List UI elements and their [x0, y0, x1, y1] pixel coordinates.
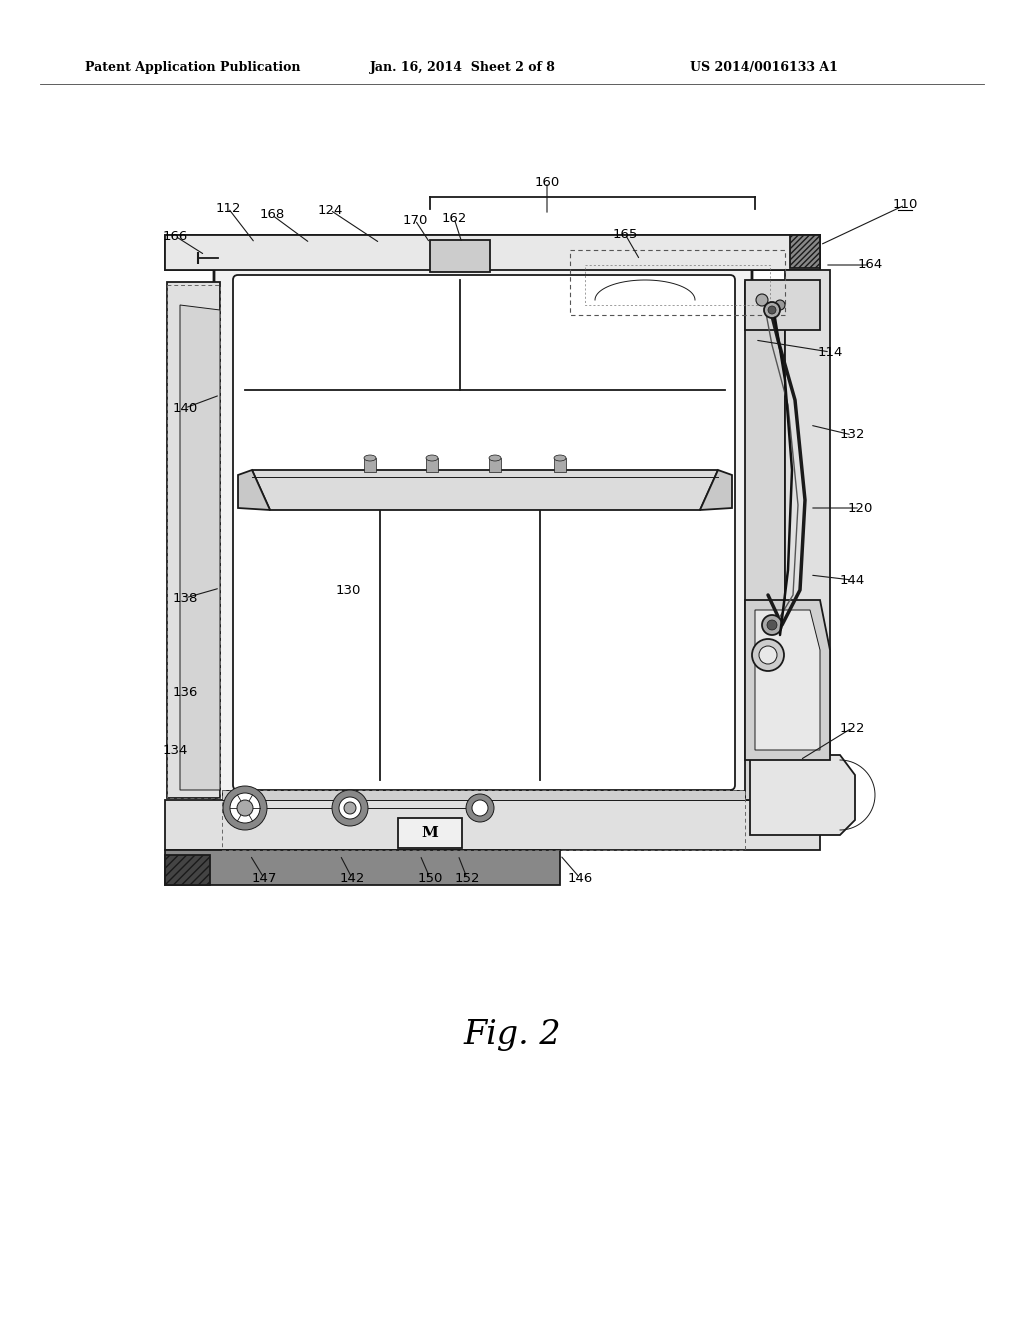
Text: Fig. 2: Fig. 2 [463, 1019, 561, 1051]
Text: 147: 147 [251, 871, 276, 884]
Ellipse shape [554, 455, 566, 461]
Polygon shape [165, 850, 560, 884]
Text: 170: 170 [402, 214, 428, 227]
Text: Patent Application Publication: Patent Application Publication [85, 62, 300, 74]
Circle shape [332, 789, 368, 826]
Polygon shape [750, 755, 855, 836]
Polygon shape [426, 458, 438, 473]
Circle shape [759, 645, 777, 664]
Circle shape [764, 302, 780, 318]
Text: 150: 150 [418, 871, 442, 884]
Text: Jan. 16, 2014  Sheet 2 of 8: Jan. 16, 2014 Sheet 2 of 8 [370, 62, 556, 74]
Polygon shape [745, 601, 830, 760]
Polygon shape [180, 305, 220, 789]
Circle shape [344, 803, 356, 814]
Polygon shape [785, 271, 830, 810]
Text: 142: 142 [339, 871, 365, 884]
Text: 124: 124 [317, 203, 343, 216]
Text: 166: 166 [163, 230, 187, 243]
Polygon shape [238, 470, 270, 510]
Text: 162: 162 [441, 211, 467, 224]
Text: 136: 136 [172, 685, 198, 698]
Text: 165: 165 [612, 227, 638, 240]
FancyBboxPatch shape [214, 261, 752, 808]
Bar [790, 235, 820, 268]
Circle shape [752, 639, 784, 671]
Text: 122: 122 [840, 722, 864, 734]
Circle shape [756, 294, 768, 306]
Text: 164: 164 [857, 259, 883, 272]
Text: 168: 168 [259, 209, 285, 222]
Text: 120: 120 [847, 502, 872, 515]
Circle shape [767, 620, 777, 630]
Bar [165, 235, 820, 271]
Text: 130: 130 [335, 583, 360, 597]
Circle shape [339, 797, 361, 818]
Text: 134: 134 [163, 743, 187, 756]
Circle shape [230, 793, 260, 822]
Text: 160: 160 [535, 176, 560, 189]
Polygon shape [700, 470, 732, 510]
FancyBboxPatch shape [233, 275, 735, 789]
Circle shape [223, 785, 267, 830]
Text: 144: 144 [840, 573, 864, 586]
Text: 138: 138 [172, 591, 198, 605]
Polygon shape [430, 240, 490, 272]
Text: 112: 112 [215, 202, 241, 214]
Circle shape [775, 300, 785, 310]
Circle shape [472, 800, 488, 816]
Circle shape [768, 306, 776, 314]
Circle shape [762, 615, 782, 635]
Text: US 2014/0016133 A1: US 2014/0016133 A1 [690, 62, 838, 74]
Polygon shape [755, 610, 820, 750]
Text: 114: 114 [817, 346, 843, 359]
Polygon shape [165, 855, 210, 884]
Text: 110: 110 [892, 198, 918, 211]
Polygon shape [364, 458, 376, 473]
Ellipse shape [364, 455, 376, 461]
Circle shape [466, 795, 494, 822]
Ellipse shape [426, 455, 438, 461]
Polygon shape [745, 282, 785, 800]
Polygon shape [222, 789, 745, 800]
Polygon shape [165, 235, 820, 271]
Polygon shape [745, 280, 820, 330]
Text: 132: 132 [840, 429, 864, 441]
Circle shape [237, 800, 253, 816]
Bar [398, 818, 462, 847]
Text: M: M [422, 826, 438, 840]
Text: 140: 140 [172, 401, 198, 414]
Text: 152: 152 [455, 871, 480, 884]
Ellipse shape [489, 455, 501, 461]
Polygon shape [165, 800, 820, 850]
Text: 146: 146 [567, 871, 593, 884]
Polygon shape [167, 282, 220, 799]
Polygon shape [489, 458, 501, 473]
Polygon shape [554, 458, 566, 473]
Polygon shape [252, 470, 718, 510]
